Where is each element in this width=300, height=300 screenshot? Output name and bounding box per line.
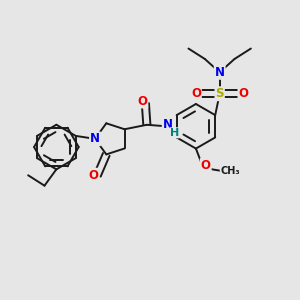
Text: H: H (170, 128, 179, 138)
Text: CH₃: CH₃ (220, 166, 240, 176)
Text: N: N (163, 118, 173, 131)
Text: O: O (137, 94, 147, 107)
Text: O: O (88, 169, 98, 182)
Text: N: N (90, 132, 100, 146)
Text: O: O (191, 87, 201, 100)
Text: O: O (201, 159, 211, 172)
Text: O: O (238, 87, 248, 100)
Text: S: S (215, 87, 224, 100)
Text: N: N (215, 66, 225, 79)
